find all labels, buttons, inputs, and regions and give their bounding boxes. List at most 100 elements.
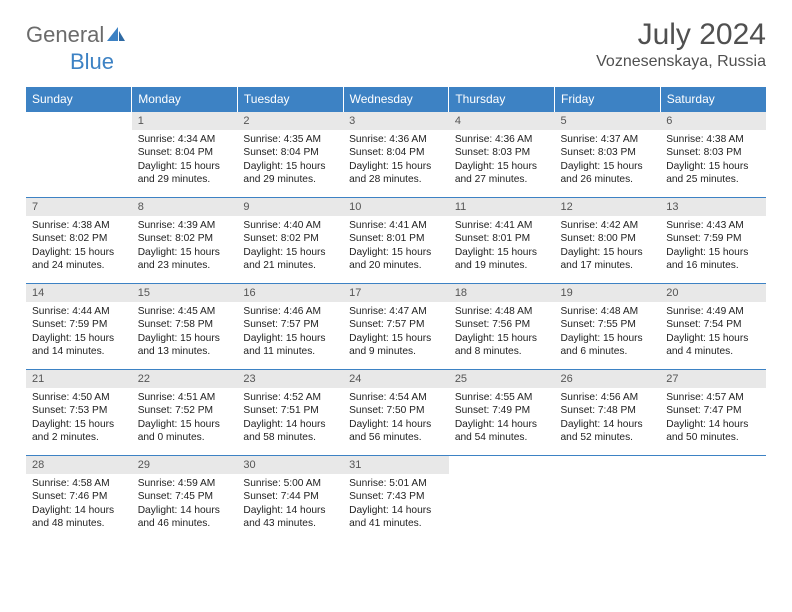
day-number [555, 456, 661, 462]
day-number: 15 [132, 284, 238, 302]
day-info: Sunrise: 4:55 AMSunset: 7:49 PMDaylight:… [449, 388, 555, 446]
day-info: Sunrise: 4:49 AMSunset: 7:54 PMDaylight:… [660, 302, 766, 360]
title-block: July 2024 Voznesenskaya, Russia [596, 18, 766, 71]
month-title: July 2024 [596, 18, 766, 52]
day-info: Sunrise: 4:39 AMSunset: 8:02 PMDaylight:… [132, 216, 238, 274]
calendar-cell: 25Sunrise: 4:55 AMSunset: 7:49 PMDayligh… [449, 370, 555, 456]
day-info: Sunrise: 4:56 AMSunset: 7:48 PMDaylight:… [555, 388, 661, 446]
calendar-cell: 18Sunrise: 4:48 AMSunset: 7:56 PMDayligh… [449, 284, 555, 370]
day-number [660, 456, 766, 462]
day-info: Sunrise: 4:48 AMSunset: 7:55 PMDaylight:… [555, 302, 661, 360]
calendar-cell: 6Sunrise: 4:38 AMSunset: 8:03 PMDaylight… [660, 112, 766, 198]
calendar-cell: 9Sunrise: 4:40 AMSunset: 8:02 PMDaylight… [237, 198, 343, 284]
day-number: 7 [26, 198, 132, 216]
calendar-cell: 16Sunrise: 4:46 AMSunset: 7:57 PMDayligh… [237, 284, 343, 370]
day-number: 14 [26, 284, 132, 302]
calendar-head: SundayMondayTuesdayWednesdayThursdayFrid… [26, 87, 766, 112]
calendar-cell: 3Sunrise: 4:36 AMSunset: 8:04 PMDaylight… [343, 112, 449, 198]
day-number: 29 [132, 456, 238, 474]
calendar-cell: 24Sunrise: 4:54 AMSunset: 7:50 PMDayligh… [343, 370, 449, 456]
day-info: Sunrise: 4:48 AMSunset: 7:56 PMDaylight:… [449, 302, 555, 360]
calendar-row: 14Sunrise: 4:44 AMSunset: 7:59 PMDayligh… [26, 284, 766, 370]
day-number [26, 112, 132, 118]
day-number: 25 [449, 370, 555, 388]
calendar-cell [555, 456, 661, 542]
day-info: Sunrise: 4:57 AMSunset: 7:47 PMDaylight:… [660, 388, 766, 446]
day-number: 23 [237, 370, 343, 388]
calendar-cell: 27Sunrise: 4:57 AMSunset: 7:47 PMDayligh… [660, 370, 766, 456]
day-info: Sunrise: 4:41 AMSunset: 8:01 PMDaylight:… [343, 216, 449, 274]
calendar-table: SundayMondayTuesdayWednesdayThursdayFrid… [26, 87, 766, 542]
day-info: Sunrise: 4:45 AMSunset: 7:58 PMDaylight:… [132, 302, 238, 360]
day-info: Sunrise: 4:38 AMSunset: 8:03 PMDaylight:… [660, 130, 766, 188]
day-info: Sunrise: 4:47 AMSunset: 7:57 PMDaylight:… [343, 302, 449, 360]
day-info: Sunrise: 4:40 AMSunset: 8:02 PMDaylight:… [237, 216, 343, 274]
day-number: 24 [343, 370, 449, 388]
calendar-cell: 31Sunrise: 5:01 AMSunset: 7:43 PMDayligh… [343, 456, 449, 542]
calendar-cell: 8Sunrise: 4:39 AMSunset: 8:02 PMDaylight… [132, 198, 238, 284]
day-info: Sunrise: 4:50 AMSunset: 7:53 PMDaylight:… [26, 388, 132, 446]
day-number: 20 [660, 284, 766, 302]
day-number: 30 [237, 456, 343, 474]
logo-text-1: General [26, 22, 104, 47]
day-info: Sunrise: 4:41 AMSunset: 8:01 PMDaylight:… [449, 216, 555, 274]
calendar-cell: 5Sunrise: 4:37 AMSunset: 8:03 PMDaylight… [555, 112, 661, 198]
day-info: Sunrise: 4:38 AMSunset: 8:02 PMDaylight:… [26, 216, 132, 274]
calendar-body: 1Sunrise: 4:34 AMSunset: 8:04 PMDaylight… [26, 112, 766, 542]
day-info: Sunrise: 4:51 AMSunset: 7:52 PMDaylight:… [132, 388, 238, 446]
calendar-cell: 15Sunrise: 4:45 AMSunset: 7:58 PMDayligh… [132, 284, 238, 370]
logo-text-2: Blue [70, 49, 114, 74]
day-number: 16 [237, 284, 343, 302]
day-number: 11 [449, 198, 555, 216]
day-info: Sunrise: 4:46 AMSunset: 7:57 PMDaylight:… [237, 302, 343, 360]
day-number: 18 [449, 284, 555, 302]
day-number: 26 [555, 370, 661, 388]
page: GeneralBlue July 2024 Voznesenskaya, Rus… [0, 0, 792, 552]
day-header-wednesday: Wednesday [343, 87, 449, 112]
day-header-monday: Monday [132, 87, 238, 112]
calendar-cell: 29Sunrise: 4:59 AMSunset: 7:45 PMDayligh… [132, 456, 238, 542]
calendar-cell: 14Sunrise: 4:44 AMSunset: 7:59 PMDayligh… [26, 284, 132, 370]
day-header-row: SundayMondayTuesdayWednesdayThursdayFrid… [26, 87, 766, 112]
day-number: 8 [132, 198, 238, 216]
calendar-cell [26, 112, 132, 198]
header: GeneralBlue July 2024 Voznesenskaya, Rus… [26, 18, 766, 75]
day-number: 3 [343, 112, 449, 130]
calendar-cell: 20Sunrise: 4:49 AMSunset: 7:54 PMDayligh… [660, 284, 766, 370]
day-number: 13 [660, 198, 766, 216]
day-info: Sunrise: 4:59 AMSunset: 7:45 PMDaylight:… [132, 474, 238, 532]
calendar-cell: 22Sunrise: 4:51 AMSunset: 7:52 PMDayligh… [132, 370, 238, 456]
day-info: Sunrise: 4:37 AMSunset: 8:03 PMDaylight:… [555, 130, 661, 188]
calendar-row: 7Sunrise: 4:38 AMSunset: 8:02 PMDaylight… [26, 198, 766, 284]
day-info: Sunrise: 4:43 AMSunset: 7:59 PMDaylight:… [660, 216, 766, 274]
calendar-cell: 1Sunrise: 4:34 AMSunset: 8:04 PMDaylight… [132, 112, 238, 198]
calendar-cell: 10Sunrise: 4:41 AMSunset: 8:01 PMDayligh… [343, 198, 449, 284]
calendar-cell: 11Sunrise: 4:41 AMSunset: 8:01 PMDayligh… [449, 198, 555, 284]
calendar-row: 21Sunrise: 4:50 AMSunset: 7:53 PMDayligh… [26, 370, 766, 456]
day-number: 17 [343, 284, 449, 302]
day-number: 6 [660, 112, 766, 130]
day-number [449, 456, 555, 462]
calendar-cell: 2Sunrise: 4:35 AMSunset: 8:04 PMDaylight… [237, 112, 343, 198]
day-header-tuesday: Tuesday [237, 87, 343, 112]
day-number: 27 [660, 370, 766, 388]
day-number: 28 [26, 456, 132, 474]
day-number: 21 [26, 370, 132, 388]
day-info: Sunrise: 4:54 AMSunset: 7:50 PMDaylight:… [343, 388, 449, 446]
calendar-cell: 28Sunrise: 4:58 AMSunset: 7:46 PMDayligh… [26, 456, 132, 542]
day-number: 9 [237, 198, 343, 216]
day-number: 12 [555, 198, 661, 216]
calendar-cell [449, 456, 555, 542]
day-info: Sunrise: 4:44 AMSunset: 7:59 PMDaylight:… [26, 302, 132, 360]
calendar-cell: 19Sunrise: 4:48 AMSunset: 7:55 PMDayligh… [555, 284, 661, 370]
location-label: Voznesenskaya, Russia [596, 53, 766, 71]
calendar-row: 1Sunrise: 4:34 AMSunset: 8:04 PMDaylight… [26, 112, 766, 198]
day-info: Sunrise: 4:52 AMSunset: 7:51 PMDaylight:… [237, 388, 343, 446]
day-number: 4 [449, 112, 555, 130]
day-info: Sunrise: 4:35 AMSunset: 8:04 PMDaylight:… [237, 130, 343, 188]
day-header-saturday: Saturday [660, 87, 766, 112]
calendar-cell: 4Sunrise: 4:36 AMSunset: 8:03 PMDaylight… [449, 112, 555, 198]
calendar-cell [660, 456, 766, 542]
calendar-cell: 7Sunrise: 4:38 AMSunset: 8:02 PMDaylight… [26, 198, 132, 284]
calendar-cell: 23Sunrise: 4:52 AMSunset: 7:51 PMDayligh… [237, 370, 343, 456]
